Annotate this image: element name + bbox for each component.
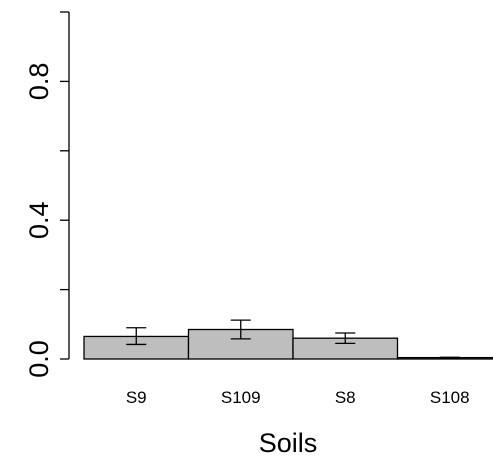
x-tick-labels: S9 S109 S8 S108: [126, 388, 470, 407]
x-tick-label: S9: [126, 388, 147, 407]
y-tick-label: 0.8: [24, 63, 54, 101]
y-tick-label: 0.0: [24, 340, 54, 378]
y-tick-label: 0.4: [24, 201, 54, 239]
x-tick-label: S108: [430, 388, 470, 407]
error-bars: [126, 319, 460, 359]
x-tick-label: S109: [221, 388, 261, 407]
y-axis: 0.0 0.4 0.8: [24, 11, 70, 378]
x-axis-title: Soils: [259, 428, 318, 458]
x-tick-label: S8: [335, 388, 356, 407]
